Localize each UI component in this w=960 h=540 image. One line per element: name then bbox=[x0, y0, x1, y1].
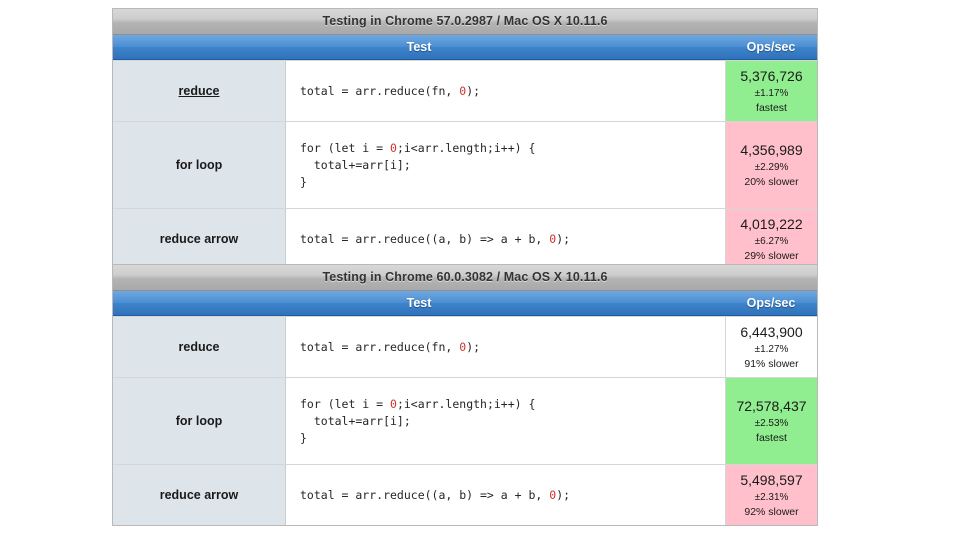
ops-rank-label: 92% slower bbox=[744, 505, 799, 518]
table-caption: Testing in Chrome 60.0.3082 / Mac OS X 1… bbox=[113, 265, 817, 291]
ops-margin-of-error: ±1.27% bbox=[754, 343, 789, 355]
column-header-test: Test bbox=[406, 40, 432, 54]
ops-rank-label: 29% slower bbox=[744, 249, 799, 262]
column-header-test: Test bbox=[406, 296, 432, 310]
code-text-end: ); bbox=[556, 487, 571, 502]
test-name-cell[interactable]: for loop bbox=[113, 122, 286, 208]
ops-margin-of-error: ±2.53% bbox=[754, 417, 789, 429]
ops-margin-of-error: ±6.27% bbox=[754, 235, 789, 247]
code-body-line: total+=arr[i]; bbox=[300, 413, 411, 428]
code-snippet: total = arr.reduce((a, b) => a + b, 0); bbox=[300, 487, 570, 504]
test-name-label: for loop bbox=[175, 158, 223, 172]
ops-margin-of-error: ±2.29% bbox=[754, 161, 789, 173]
ops-rank-label: fastest bbox=[756, 101, 787, 114]
column-header-ops-per-sec: Ops/sec bbox=[746, 296, 796, 310]
test-name-label: reduce bbox=[178, 84, 220, 98]
test-name-label: reduce bbox=[178, 340, 220, 354]
code-text: total = arr.reduce(fn, bbox=[300, 83, 460, 98]
column-header-row: Test Ops/sec bbox=[113, 35, 817, 60]
code-text: for (let i = bbox=[300, 396, 391, 411]
code-number: 0 bbox=[549, 487, 557, 502]
test-code-cell: total = arr.reduce((a, b) => a + b, 0); bbox=[286, 209, 725, 269]
code-snippet: total = arr.reduce(fn, 0); bbox=[300, 339, 480, 356]
test-name-cell[interactable]: reduce arrow bbox=[113, 465, 286, 525]
ops-per-sec-cell: 4,356,989 ±2.29% 20% slower bbox=[725, 122, 817, 208]
ops-per-sec-cell: 5,498,597 ±2.31% 92% slower bbox=[725, 465, 817, 525]
table-row: reduce arrow total = arr.reduce((a, b) =… bbox=[113, 208, 817, 269]
test-code-cell: for (let i = 0;i<arr.length;i++) { total… bbox=[286, 378, 725, 464]
test-code-cell: total = arr.reduce(fn, 0); bbox=[286, 61, 725, 121]
table-row: reduce arrow total = arr.reduce((a, b) =… bbox=[113, 464, 817, 525]
code-close-line: } bbox=[300, 174, 307, 189]
ops-margin-of-error: ±1.17% bbox=[754, 87, 789, 99]
ops-value: 5,376,726 bbox=[740, 67, 803, 84]
test-name-cell[interactable]: for loop bbox=[113, 378, 286, 464]
ops-per-sec-cell: 5,376,726 ±1.17% fastest bbox=[725, 61, 817, 121]
code-text: total = arr.reduce((a, b) => a + b, bbox=[300, 231, 550, 246]
ops-per-sec-cell: 72,578,437 ±2.53% fastest bbox=[725, 378, 817, 464]
code-text-end: ;i<arr.length;i++) { bbox=[396, 140, 536, 155]
table-row: reduce total = arr.reduce(fn, 0); 5,376,… bbox=[113, 60, 817, 121]
test-name-label: reduce arrow bbox=[159, 232, 239, 246]
test-name-cell[interactable]: reduce arrow bbox=[113, 209, 286, 269]
test-code-cell: total = arr.reduce((a, b) => a + b, 0); bbox=[286, 465, 725, 525]
code-text-end: ); bbox=[466, 339, 481, 354]
code-number: 0 bbox=[390, 396, 397, 411]
column-header-ops-per-sec: Ops/sec bbox=[746, 40, 796, 54]
code-text-end: ;i<arr.length;i++) { bbox=[396, 396, 536, 411]
table-row: for loop for (let i = 0;i<arr.length;i++… bbox=[113, 377, 817, 464]
code-number: 0 bbox=[390, 140, 397, 155]
ops-value: 4,019,222 bbox=[740, 215, 803, 232]
code-number: 0 bbox=[459, 339, 467, 354]
ops-margin-of-error: ±2.31% bbox=[754, 491, 789, 503]
table-row: for loop for (let i = 0;i<arr.length;i++… bbox=[113, 121, 817, 208]
code-text: total = arr.reduce((a, b) => a + b, bbox=[300, 487, 550, 502]
code-text: for (let i = bbox=[300, 140, 391, 155]
ops-value: 5,498,597 bbox=[740, 471, 803, 488]
ops-value: 72,578,437 bbox=[736, 397, 807, 414]
code-snippet: total = arr.reduce(fn, 0); bbox=[300, 83, 480, 100]
test-code-cell: for (let i = 0;i<arr.length;i++) { total… bbox=[286, 122, 725, 208]
code-body-line: total+=arr[i]; bbox=[300, 157, 411, 172]
code-text-end: ); bbox=[556, 231, 571, 246]
code-number: 0 bbox=[549, 231, 557, 246]
ops-value: 6,443,900 bbox=[740, 323, 803, 340]
code-close-line: } bbox=[300, 430, 307, 445]
ops-rank-label: 91% slower bbox=[744, 357, 799, 370]
test-name-cell[interactable]: reduce bbox=[113, 61, 286, 121]
benchmark-table-chrome-57: Testing in Chrome 57.0.2987 / Mac OS X 1… bbox=[112, 8, 818, 270]
code-text-end: ); bbox=[466, 83, 481, 98]
table-caption: Testing in Chrome 57.0.2987 / Mac OS X 1… bbox=[113, 9, 817, 35]
test-name-cell[interactable]: reduce bbox=[113, 317, 286, 377]
code-snippet: for (let i = 0;i<arr.length;i++) { total… bbox=[300, 140, 535, 191]
test-name-label: for loop bbox=[175, 414, 223, 428]
benchmark-table-chrome-60: Testing in Chrome 60.0.3082 / Mac OS X 1… bbox=[112, 264, 818, 526]
ops-per-sec-cell: 6,443,900 ±1.27% 91% slower bbox=[725, 317, 817, 377]
test-name-label: reduce arrow bbox=[159, 488, 239, 502]
code-snippet: for (let i = 0;i<arr.length;i++) { total… bbox=[300, 396, 535, 447]
code-snippet: total = arr.reduce((a, b) => a + b, 0); bbox=[300, 231, 570, 248]
test-code-cell: total = arr.reduce(fn, 0); bbox=[286, 317, 725, 377]
code-text: total = arr.reduce(fn, bbox=[300, 339, 460, 354]
table-row: reduce total = arr.reduce(fn, 0); 6,443,… bbox=[113, 316, 817, 377]
code-number: 0 bbox=[459, 83, 467, 98]
ops-value: 4,356,989 bbox=[740, 141, 803, 158]
ops-rank-label: fastest bbox=[756, 431, 787, 444]
ops-rank-label: 20% slower bbox=[744, 175, 799, 188]
column-header-row: Test Ops/sec bbox=[113, 291, 817, 316]
ops-per-sec-cell: 4,019,222 ±6.27% 29% slower bbox=[725, 209, 817, 269]
